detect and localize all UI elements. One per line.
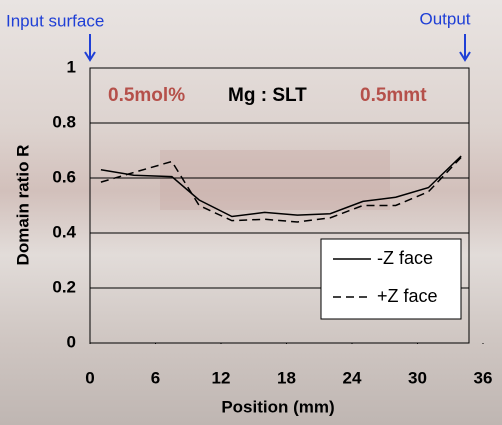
data-line: [100, 155, 462, 218]
input-arrow: [84, 34, 96, 62]
legend-label: -Z face: [377, 248, 433, 268]
y-tick-label: 0.4: [52, 222, 76, 241]
background-blur: [160, 150, 390, 210]
x-tick-label: 30: [408, 368, 427, 387]
legend-box: [320, 238, 462, 320]
y-tick-label: 0.8: [52, 112, 76, 131]
output-arrow: [459, 34, 471, 62]
data-line: [100, 156, 462, 223]
x-tick-label: 24: [343, 368, 362, 387]
x-tick-label: 18: [277, 368, 296, 387]
y-tick-label: 1: [67, 57, 76, 76]
y-tick-label: 0.2: [52, 277, 76, 296]
y-tick-label: 0.6: [52, 167, 76, 186]
material: Mg : SLT: [228, 85, 307, 106]
legend-label: +Z face: [377, 286, 438, 306]
x-axis-label: Position (mm): [221, 397, 334, 416]
input-label: Input surface: [6, 11, 104, 30]
x-tick-label: 36: [474, 368, 493, 387]
x-tick-label: 0: [85, 368, 94, 387]
thickness: 0.5mmt: [360, 85, 427, 106]
x-tick-label: 12: [212, 368, 231, 387]
composition: 0.5mol%: [108, 85, 185, 106]
x-tick-label: 6: [151, 368, 160, 387]
y-axis-label: Domain ratio R: [13, 145, 32, 266]
y-tick-label: 0: [67, 332, 76, 351]
output-label: Output: [419, 9, 470, 28]
